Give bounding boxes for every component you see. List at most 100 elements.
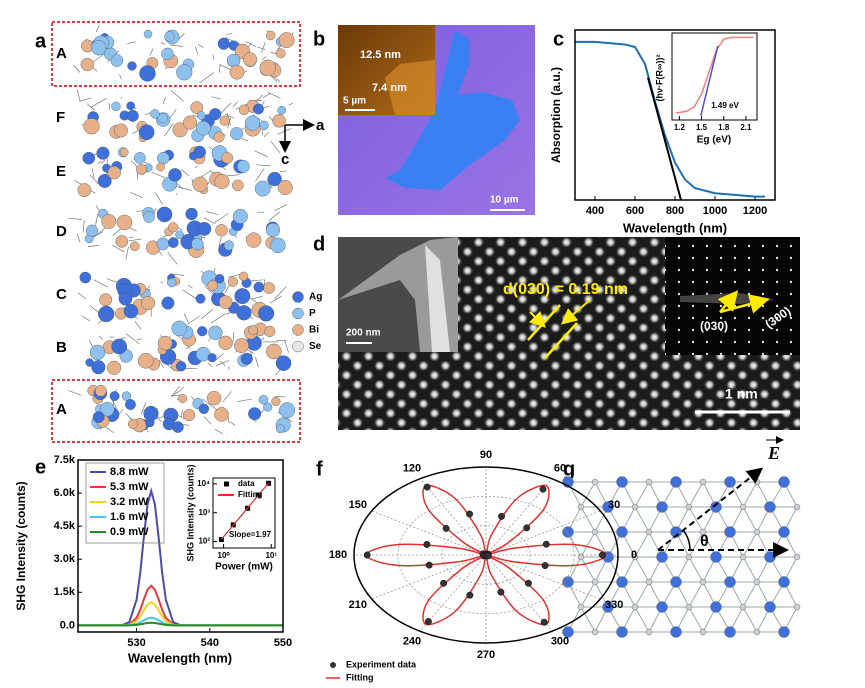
atom bbox=[188, 151, 198, 161]
panel-label: d bbox=[313, 233, 325, 255]
atom bbox=[209, 108, 222, 121]
legend-marker bbox=[292, 307, 304, 320]
data-point bbox=[540, 618, 548, 626]
bond bbox=[267, 91, 281, 99]
atom bbox=[82, 151, 96, 165]
atom bbox=[275, 48, 286, 59]
data-point bbox=[524, 579, 532, 587]
layer-label: A bbox=[56, 401, 67, 418]
y-tick-label: 0.0 bbox=[60, 619, 75, 631]
data-point bbox=[498, 512, 505, 520]
bond bbox=[288, 102, 294, 106]
atom bbox=[739, 503, 747, 511]
atom bbox=[645, 578, 653, 586]
bond bbox=[255, 356, 259, 368]
afm-step bbox=[385, 60, 435, 115]
atom bbox=[118, 291, 133, 306]
panel-label: e bbox=[35, 456, 46, 478]
atom bbox=[591, 578, 599, 586]
data-line bbox=[78, 621, 283, 627]
atom bbox=[258, 305, 275, 322]
legend-label: Experiment data bbox=[346, 659, 417, 669]
atom bbox=[175, 230, 184, 239]
atom bbox=[276, 424, 285, 434]
x-tick-label: 400 bbox=[586, 205, 604, 217]
data-point bbox=[423, 540, 431, 548]
atom bbox=[137, 352, 154, 369]
bond bbox=[181, 410, 183, 418]
atom bbox=[699, 478, 707, 486]
legend-marker bbox=[330, 662, 336, 668]
annotation: Slope=1.97 bbox=[229, 530, 272, 539]
bond bbox=[241, 138, 249, 142]
bond bbox=[170, 90, 185, 102]
atom bbox=[764, 551, 776, 563]
angle-label: 180 bbox=[329, 549, 347, 561]
atom bbox=[215, 224, 228, 237]
atom bbox=[167, 237, 179, 248]
legend-label: 5.3 mW bbox=[110, 481, 149, 493]
fit-line bbox=[700, 45, 719, 116]
atom bbox=[157, 112, 168, 124]
bond bbox=[200, 270, 205, 274]
angle-label: 240 bbox=[403, 636, 421, 648]
atom bbox=[778, 476, 790, 488]
height-label: 12.5 nm bbox=[360, 49, 401, 61]
bond bbox=[180, 387, 185, 390]
atom bbox=[109, 391, 120, 401]
atom bbox=[591, 478, 599, 486]
atom bbox=[195, 293, 206, 304]
bond bbox=[194, 165, 198, 169]
plot-frame bbox=[77, 459, 284, 633]
atom bbox=[98, 305, 115, 323]
bond bbox=[634, 606, 650, 633]
atom bbox=[258, 394, 269, 405]
bond bbox=[222, 391, 232, 403]
height-label: 7.4 nm bbox=[372, 82, 407, 94]
atom bbox=[271, 396, 281, 406]
data-line bbox=[575, 40, 765, 198]
bond bbox=[195, 46, 199, 55]
atom bbox=[107, 360, 122, 375]
annotation: 1.49 eV bbox=[711, 101, 739, 110]
data-point bbox=[424, 618, 432, 625]
bond bbox=[91, 168, 95, 179]
atom bbox=[150, 109, 160, 119]
bond bbox=[580, 481, 596, 508]
atom bbox=[670, 476, 682, 488]
axis-label: a bbox=[316, 117, 325, 134]
atom bbox=[191, 237, 204, 251]
bond bbox=[203, 415, 211, 425]
angle-label: 30 bbox=[608, 499, 620, 511]
atom bbox=[685, 603, 693, 611]
data-point bbox=[523, 524, 531, 532]
bond bbox=[580, 556, 596, 583]
legend-label: Fitting bbox=[238, 490, 263, 499]
atom bbox=[265, 223, 281, 238]
y-axis-label: (hν·F(R∞))² bbox=[654, 55, 664, 102]
panel-label: g bbox=[563, 458, 575, 480]
atom bbox=[753, 578, 761, 586]
atom bbox=[85, 358, 94, 367]
data-point bbox=[598, 551, 606, 559]
atom bbox=[208, 325, 223, 340]
atom bbox=[218, 295, 233, 309]
y-tick-label: 3.0k bbox=[54, 553, 76, 565]
bond bbox=[688, 531, 704, 558]
axis-label: c bbox=[281, 151, 289, 168]
layer-label: A bbox=[56, 45, 67, 62]
angular-grid-line bbox=[371, 554, 487, 600]
bond bbox=[257, 46, 266, 50]
layer-label: B bbox=[56, 339, 67, 356]
bond bbox=[164, 123, 174, 137]
bond bbox=[160, 281, 164, 284]
atom bbox=[253, 103, 264, 115]
plane-arrow bbox=[717, 290, 739, 313]
data-point bbox=[218, 537, 224, 543]
atom bbox=[207, 353, 217, 363]
data-point bbox=[497, 588, 505, 596]
bond bbox=[149, 48, 154, 56]
angular-grid-line bbox=[371, 510, 487, 556]
bond bbox=[82, 219, 85, 233]
legend-marker bbox=[292, 324, 304, 336]
